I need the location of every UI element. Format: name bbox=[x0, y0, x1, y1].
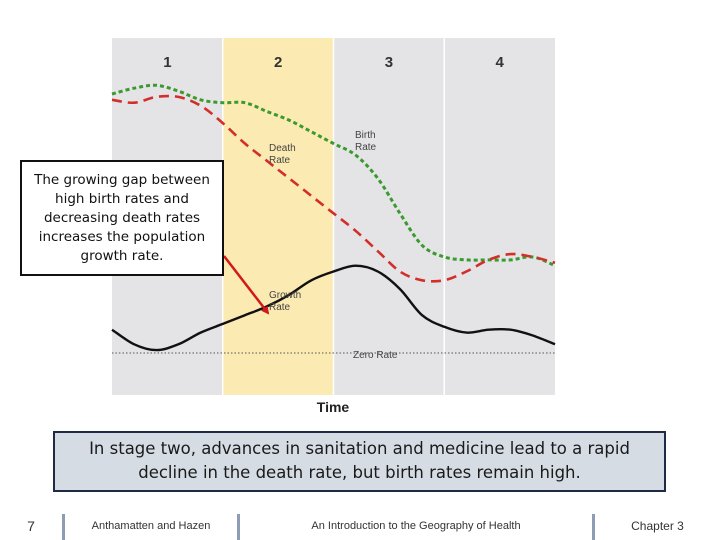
annotation-text: The growing gap between high birth rates… bbox=[34, 172, 210, 264]
stage-band-2 bbox=[222, 38, 334, 395]
footer-authors: Anthamatten and Hazen bbox=[91, 520, 211, 532]
footer-divider bbox=[592, 514, 595, 540]
birth-rate-line bbox=[111, 83, 556, 268]
stage-band-4 bbox=[444, 38, 555, 395]
caption-text: In stage two, advances in sanitation and… bbox=[89, 439, 630, 482]
birth-rate-label: Birth Rate bbox=[355, 130, 377, 153]
footer-chapter: Chapter 3 bbox=[631, 519, 684, 533]
annotation-arrow bbox=[223, 255, 270, 315]
footer-divider bbox=[62, 514, 65, 540]
footer-divider bbox=[237, 514, 240, 540]
zero-rate-label: Zero Rate bbox=[353, 350, 398, 361]
annotation-arrow-line bbox=[223, 255, 270, 315]
stage-label: 4 bbox=[495, 54, 504, 71]
footer-book-title: An Introduction to the Geography of Heal… bbox=[311, 520, 521, 532]
x-axis-label: Time bbox=[317, 399, 350, 415]
slide-footer: 7 Anthamatten and Hazen An Introduction … bbox=[0, 512, 720, 540]
stage-band-3 bbox=[333, 38, 445, 395]
growth-rate-line bbox=[111, 264, 556, 352]
growth-rate-label: Growth Rate bbox=[269, 290, 301, 313]
stage-label: 1 bbox=[163, 54, 171, 71]
series-lines bbox=[111, 83, 556, 354]
slide-caption: In stage two, advances in sanitation and… bbox=[53, 431, 666, 492]
stage-labels: 1 2 3 4 bbox=[163, 54, 504, 71]
death-rate-line bbox=[111, 94, 556, 283]
annotation-callout: The growing gap between high birth rates… bbox=[20, 160, 224, 276]
slide-number: 7 bbox=[27, 518, 35, 534]
stage-label: 2 bbox=[274, 54, 282, 71]
series-labels: Birth Rate Death Rate Growth Rate Zero Rate bbox=[269, 130, 398, 361]
stage-label: 3 bbox=[385, 54, 393, 71]
death-rate-label: Death Rate bbox=[269, 143, 296, 166]
